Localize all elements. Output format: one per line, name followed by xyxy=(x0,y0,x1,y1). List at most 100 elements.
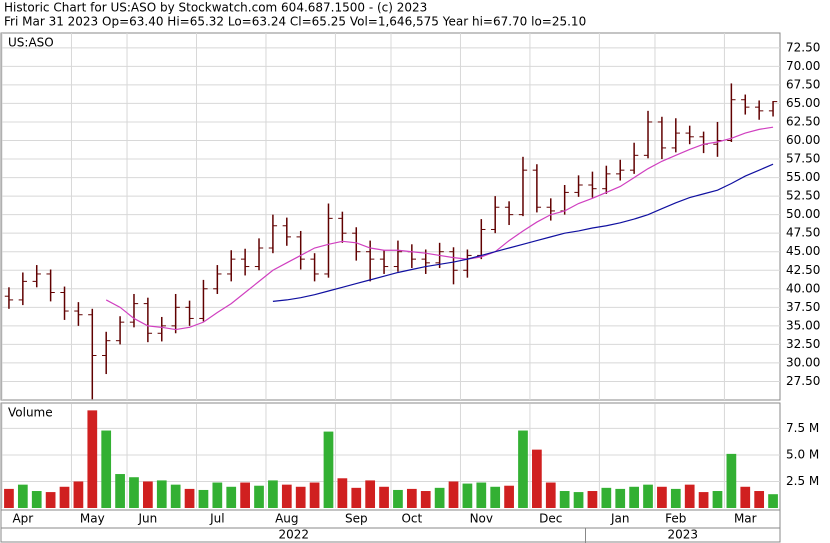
volume-bar xyxy=(657,486,667,508)
volume-bar xyxy=(601,487,612,508)
x-tick-label: Feb xyxy=(665,512,686,526)
chart-subtitle: Fri Mar 31 2023 Op=63.40 Hi=65.32 Lo=63.… xyxy=(4,15,586,29)
y-tick-label: 37.50 xyxy=(786,300,820,314)
volume-bar xyxy=(420,491,431,508)
volume-bar xyxy=(518,430,528,508)
volume-bar xyxy=(156,480,167,508)
x-tick-label: Jul xyxy=(209,512,224,526)
volume-bar xyxy=(462,483,473,508)
volume-bar xyxy=(573,492,584,508)
y2-tick-label: 7.5 M xyxy=(786,421,819,435)
volume-bar xyxy=(379,486,389,508)
volume-bar xyxy=(31,491,42,508)
volume-bar xyxy=(643,484,653,508)
volume-bar xyxy=(143,481,153,508)
y-tick-label: 42.50 xyxy=(786,263,820,277)
moving-average xyxy=(272,163,774,302)
volume-bar xyxy=(87,410,98,508)
volume-bar xyxy=(434,487,445,508)
volume-bar xyxy=(73,481,84,508)
volume-bar xyxy=(532,449,542,508)
volume-bar xyxy=(226,486,237,508)
volume-bar xyxy=(240,482,250,508)
x-tick-label: Jan xyxy=(610,512,630,526)
volume-bar xyxy=(504,485,514,508)
y-tick-label: 70.00 xyxy=(786,59,820,73)
volume-bar xyxy=(684,484,695,508)
y-tick-label: 72.50 xyxy=(786,40,820,54)
y-tick-label: 40.00 xyxy=(786,281,820,295)
volume-bar xyxy=(712,491,723,508)
volume-bar xyxy=(726,453,737,508)
volume-label: Volume xyxy=(8,406,53,420)
y-tick-label: 67.50 xyxy=(786,77,820,91)
x-tick-label: Sep xyxy=(345,512,368,526)
moving-average xyxy=(105,126,774,331)
volume-bar xyxy=(17,484,28,508)
volume-bar xyxy=(281,484,292,508)
volume-bar xyxy=(101,430,112,508)
x-tick-label: Jun xyxy=(138,512,158,526)
y-tick-label: 55.00 xyxy=(786,170,820,184)
chart-title: Historic Chart for US:ASO by Stockwatch.… xyxy=(4,1,427,15)
year-axis xyxy=(0,527,781,543)
y-tick-label: 62.50 xyxy=(786,114,820,128)
month-axis xyxy=(0,509,781,529)
volume-bar xyxy=(670,488,681,508)
volume-bar xyxy=(115,474,125,508)
volume-bar xyxy=(559,491,570,508)
x-tick-label: May xyxy=(80,512,105,526)
volume-bar xyxy=(170,484,181,508)
y-tick-label: 52.50 xyxy=(786,189,820,203)
volume-bar xyxy=(129,477,139,508)
volume-bar xyxy=(184,488,195,508)
volume-bar xyxy=(490,486,501,508)
volume-bar xyxy=(337,478,348,508)
volume-bar xyxy=(629,486,639,508)
volume-bar xyxy=(198,489,209,508)
volume-bar xyxy=(587,491,598,508)
y-tick-label: 27.50 xyxy=(786,374,820,388)
x-tick-label: Mar xyxy=(734,512,757,526)
volume-bar xyxy=(740,486,751,508)
y-tick-label: 57.50 xyxy=(786,152,820,166)
volume-bar xyxy=(295,486,306,508)
volume-bar xyxy=(754,491,765,508)
year-label: 2022 xyxy=(278,528,309,542)
x-tick-label: Apr xyxy=(12,512,33,526)
volume-bar xyxy=(476,482,487,508)
volume-bar xyxy=(4,488,14,508)
y2-tick-label: 2.5 M xyxy=(786,474,819,488)
volume-bar xyxy=(698,492,709,508)
y2-tick-label: 5.0 M xyxy=(786,447,819,461)
volume-bar xyxy=(615,488,626,508)
volume-bar xyxy=(323,431,334,508)
volume-bar xyxy=(351,487,362,508)
volume-bar xyxy=(448,481,459,508)
volume-bar xyxy=(309,482,320,508)
volume-bar xyxy=(268,480,278,508)
volume-bar xyxy=(59,486,70,508)
year-label: 2023 xyxy=(667,528,698,542)
y-tick-label: 60.00 xyxy=(786,133,820,147)
y-tick-label: 45.00 xyxy=(786,244,820,258)
y-tick-label: 50.00 xyxy=(786,207,820,221)
y-tick-label: 30.00 xyxy=(786,355,820,369)
x-tick-label: Oct xyxy=(401,512,422,526)
volume-bar xyxy=(406,488,417,508)
x-tick-label: Aug xyxy=(275,512,298,526)
volume-bar xyxy=(212,482,223,508)
volume-bar xyxy=(254,485,264,508)
y-tick-label: 32.50 xyxy=(786,337,820,351)
volume-bar xyxy=(365,480,376,508)
volume-bar xyxy=(768,494,778,508)
symbol-label: US:ASO xyxy=(8,36,54,50)
y-tick-label: 65.00 xyxy=(786,96,820,110)
y-tick-label: 47.50 xyxy=(786,226,820,240)
y-tick-label: 35.00 xyxy=(786,318,820,332)
volume-bar xyxy=(45,492,56,508)
x-tick-label: Dec xyxy=(539,512,562,526)
x-tick-label: Nov xyxy=(470,512,493,526)
volume-bar xyxy=(393,489,403,508)
